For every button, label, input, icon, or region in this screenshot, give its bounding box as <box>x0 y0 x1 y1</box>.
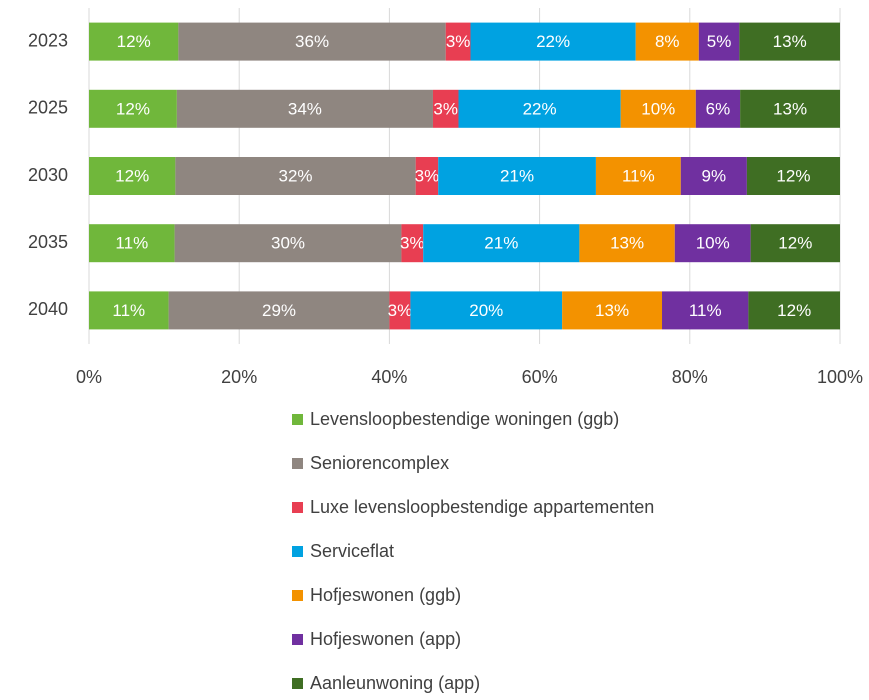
value-label: 11% <box>622 166 655 185</box>
value-label: 3% <box>433 99 458 118</box>
bar-segment <box>458 89 621 128</box>
value-label: 34% <box>288 99 322 118</box>
bar-segment <box>698 22 740 61</box>
bar-segment <box>739 22 840 61</box>
value-label: 12% <box>776 166 810 185</box>
value-label: 3% <box>415 166 440 185</box>
bar-segment <box>89 291 169 330</box>
bar-segment <box>89 22 179 61</box>
bar-segment <box>415 157 439 195</box>
bar-segment <box>178 22 446 61</box>
legend-label: Hofjeswonen (app) <box>310 629 461 649</box>
value-label: 36% <box>295 32 329 51</box>
legend-swatch <box>292 590 303 601</box>
bar-segment <box>176 89 433 128</box>
bar-segment <box>746 157 840 195</box>
legend-swatch <box>292 546 303 557</box>
bar-segment <box>750 224 840 263</box>
bar-segment <box>89 224 175 263</box>
x-tick-label: 20% <box>221 367 257 387</box>
bar-segment <box>438 157 596 195</box>
x-tick-label: 60% <box>522 367 558 387</box>
legend-swatch <box>292 634 303 645</box>
value-label: 3% <box>388 301 413 320</box>
value-label: 21% <box>500 166 534 185</box>
value-label: 22% <box>523 99 557 118</box>
bar-segment <box>168 291 390 330</box>
x-tick-label: 80% <box>672 367 708 387</box>
value-label: 8% <box>655 32 680 51</box>
bar-segment <box>89 157 176 195</box>
bar-segment <box>423 224 580 263</box>
bar-segment <box>662 291 749 330</box>
value-label: 13% <box>773 32 807 51</box>
x-tick-label: 100% <box>817 367 863 387</box>
legend-label: Serviceflat <box>310 541 394 561</box>
legend-swatch <box>292 458 303 469</box>
value-label: 5% <box>707 32 732 51</box>
value-label: 13% <box>595 301 629 320</box>
value-label: 12% <box>115 166 149 185</box>
bar-segment <box>620 89 696 128</box>
value-label: 12% <box>778 234 812 253</box>
bar-segment <box>410 291 563 330</box>
y-tick-label: 2040 <box>28 299 68 319</box>
bar-segment <box>680 157 747 195</box>
bar-segment <box>674 224 751 263</box>
legend-label: Seniorencomplex <box>310 453 449 473</box>
legend-label: Levensloopbestendige woningen (ggb) <box>310 409 619 429</box>
value-label: 9% <box>702 166 727 185</box>
bar-segment <box>174 224 402 263</box>
value-label: 10% <box>641 99 675 118</box>
bar-segment <box>432 89 459 128</box>
value-label: 29% <box>262 301 296 320</box>
x-tick-label: 40% <box>371 367 407 387</box>
bar-segment <box>401 224 424 263</box>
x-tick-label: 0% <box>76 367 102 387</box>
value-label: 3% <box>400 234 425 253</box>
value-label: 3% <box>446 32 471 51</box>
value-label: 10% <box>696 234 730 253</box>
value-label: 11% <box>115 234 148 253</box>
bar-segment <box>389 291 411 330</box>
value-label: 32% <box>279 166 313 185</box>
value-label: 13% <box>773 99 807 118</box>
value-label: 6% <box>706 99 731 118</box>
value-label: 11% <box>689 301 722 320</box>
bar-segment <box>595 157 681 195</box>
bar-segment <box>445 22 471 61</box>
legend-label: Luxe levensloopbestendige appartementen <box>310 497 654 517</box>
legend-swatch <box>292 502 303 513</box>
value-label: 13% <box>610 234 644 253</box>
value-label: 12% <box>777 301 811 320</box>
legend-label: Aanleunwoning (app) <box>310 673 480 693</box>
value-label: 21% <box>484 234 518 253</box>
legend-swatch <box>292 678 303 689</box>
legend-swatch <box>292 414 303 425</box>
value-label: 20% <box>469 301 503 320</box>
bar-segment <box>695 89 741 128</box>
y-tick-label: 2030 <box>28 165 68 185</box>
bar-segment <box>175 157 416 195</box>
y-tick-label: 2023 <box>28 30 68 50</box>
bar-segment <box>89 89 177 128</box>
value-label: 30% <box>271 234 305 253</box>
bar-segment <box>579 224 675 263</box>
y-tick-label: 2035 <box>28 232 68 252</box>
bar-segment <box>748 291 840 330</box>
legend-label: Hofjeswonen (ggb) <box>310 585 461 605</box>
bar-segment <box>470 22 636 61</box>
bar-segment <box>635 22 699 61</box>
value-label: 11% <box>112 301 145 320</box>
value-label: 22% <box>536 32 570 51</box>
bar-segment <box>562 291 663 330</box>
value-label: 12% <box>117 32 151 51</box>
y-tick-label: 2025 <box>28 98 68 118</box>
value-label: 12% <box>116 99 150 118</box>
bar-segment <box>740 89 840 128</box>
